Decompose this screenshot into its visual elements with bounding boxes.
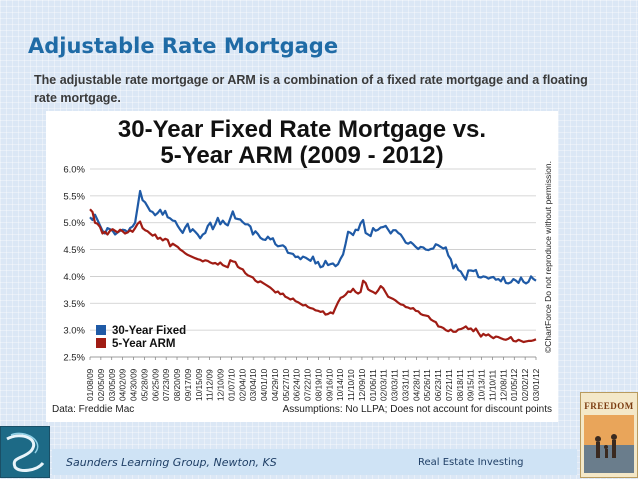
x-tick-label: 11/10/11 bbox=[487, 370, 497, 401]
footer-topic: Real Estate Investing bbox=[418, 457, 524, 468]
x-tick-label: 06/24/10 bbox=[292, 368, 302, 401]
x-tick-label: 04/29/10 bbox=[270, 368, 280, 401]
y-tick-label: 5.5% bbox=[63, 191, 85, 202]
x-tick-label: 04/28/11 bbox=[411, 369, 421, 401]
x-tick-label: 03/31/11 bbox=[400, 369, 410, 401]
x-tick-label: 12/10/09 bbox=[216, 368, 226, 401]
book-cover-image: FREEDOM bbox=[580, 392, 638, 478]
chart-title-line2: 5-Year ARM (2009 - 2012) bbox=[160, 142, 443, 169]
y-tick-label: 5.0% bbox=[63, 218, 85, 229]
x-tick-label: 10/14/10 bbox=[335, 368, 345, 401]
x-tick-label: 08/20/09 bbox=[172, 368, 182, 401]
legend-label: 30-Year Fixed bbox=[112, 325, 186, 337]
x-tick-label: 04/30/09 bbox=[129, 368, 139, 401]
swirl-logo-icon bbox=[6, 432, 45, 472]
x-tick-label: 07/21/11 bbox=[444, 369, 454, 401]
legend-label: 5-Year ARM bbox=[112, 338, 176, 350]
x-tick-label: 10/13/11 bbox=[477, 369, 487, 401]
y-tick-label: 4.5% bbox=[63, 245, 85, 256]
x-tick-label: 08/19/10 bbox=[313, 368, 323, 401]
chart-copyright: ©ChartForce Do not reproduce without per… bbox=[543, 161, 553, 353]
x-tick-label: 11/12/09 bbox=[205, 369, 215, 401]
x-tick-label: 07/23/09 bbox=[161, 368, 171, 401]
legend-swatch bbox=[96, 325, 106, 335]
x-tick-label: 02/05/09 bbox=[96, 368, 106, 401]
x-tick-label: 03/03/11 bbox=[390, 369, 400, 401]
series-line-30-year-fixed bbox=[89, 189, 537, 285]
y-tick-label: 2.5% bbox=[63, 353, 85, 364]
x-tick-label: 09/17/09 bbox=[183, 368, 193, 401]
x-tick-label: 05/27/10 bbox=[281, 368, 291, 401]
series-line-5-year-arm bbox=[89, 208, 537, 344]
x-tick-label: 02/02/12 bbox=[520, 368, 530, 401]
x-tick-label: 05/26/11 bbox=[422, 369, 432, 401]
x-tick-label: 03/01/12 bbox=[531, 368, 541, 401]
y-tick-label: 6.0% bbox=[63, 165, 85, 176]
chart-assumptions: Assumptions: No LLPA; Does not account f… bbox=[283, 404, 552, 415]
x-tick-label: 12/09/10 bbox=[357, 368, 367, 401]
chart-title-line1: 30-Year Fixed Rate Mortgage vs. bbox=[118, 116, 486, 143]
chart-source: Data: Freddie Mac bbox=[52, 404, 134, 415]
x-tick-label: 09/16/10 bbox=[324, 368, 334, 401]
x-tick-label: 03/05/09 bbox=[107, 368, 117, 401]
slide-subtitle: The adjustable rate mortgage or ARM is a… bbox=[34, 73, 588, 105]
x-tick-label: 11/10/10 bbox=[346, 369, 356, 401]
x-tick-label: 09/15/11 bbox=[466, 369, 476, 401]
chart-container: 30-Year Fixed Rate Mortgage vs. 5-Year A… bbox=[46, 111, 558, 422]
x-tick-label: 02/04/10 bbox=[237, 368, 247, 401]
x-tick-label: 06/25/09 bbox=[150, 368, 160, 401]
footer-bar bbox=[52, 449, 577, 475]
x-tick-label: 08/18/11 bbox=[455, 369, 465, 401]
y-tick-label: 3.5% bbox=[63, 299, 85, 310]
family-beach-illustration bbox=[584, 415, 634, 473]
x-tick-label: 03/04/10 bbox=[248, 368, 258, 401]
x-tick-label: 10/15/09 bbox=[194, 368, 204, 401]
x-tick-label: 12/08/11 bbox=[498, 369, 508, 401]
x-tick-label: 06/23/11 bbox=[433, 369, 443, 401]
x-tick-label: 01/05/12 bbox=[509, 368, 519, 401]
x-tick-label: 04/01/10 bbox=[259, 368, 269, 401]
mortgage-rate-chart: 30-Year Fixed Rate Mortgage vs. 5-Year A… bbox=[52, 116, 553, 415]
x-tick-label: 01/06/11 bbox=[368, 369, 378, 401]
x-tick-label: 01/08/09 bbox=[85, 368, 95, 401]
x-tick-label: 01/07/10 bbox=[226, 368, 236, 401]
x-tick-label: 05/28/09 bbox=[139, 368, 149, 401]
legend-swatch bbox=[96, 338, 106, 348]
slide-title: Adjustable Rate Mortgage bbox=[28, 34, 339, 58]
x-tick-label: 04/02/09 bbox=[118, 368, 128, 401]
y-tick-label: 4.0% bbox=[63, 272, 85, 283]
y-tick-label: 3.0% bbox=[63, 326, 85, 337]
company-logo bbox=[0, 426, 50, 478]
x-tick-label: 02/03/11 bbox=[379, 369, 389, 401]
x-tick-label: 07/22/10 bbox=[303, 368, 313, 401]
footer-organization: Saunders Learning Group, Newton, KS bbox=[66, 456, 277, 469]
book-title: FREEDOM bbox=[584, 401, 634, 411]
